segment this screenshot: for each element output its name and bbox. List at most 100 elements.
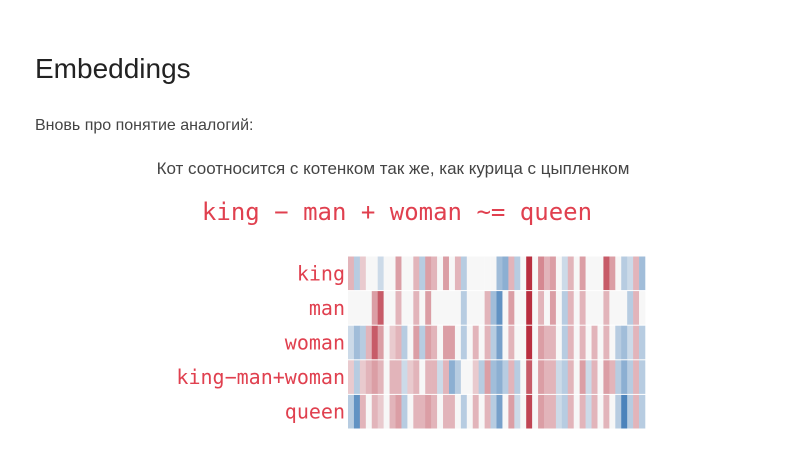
heatmap-cell	[585, 394, 592, 429]
heatmap-cell	[514, 256, 521, 291]
heatmap-cell	[431, 394, 438, 429]
heatmap-cell	[609, 325, 616, 360]
heatmap-cell	[460, 394, 468, 429]
heatmap-cell	[466, 291, 474, 325]
heatmap-cell	[377, 360, 384, 394]
heatmap-cell	[484, 291, 491, 325]
heatmap-cell	[627, 291, 634, 325]
heatmap-cell	[538, 394, 545, 429]
heatmap-cell	[466, 394, 474, 429]
heatmap-cell	[567, 394, 575, 429]
heatmap-cell	[508, 360, 515, 394]
heatmap-cell	[454, 325, 462, 360]
heatmap-cell	[353, 256, 361, 291]
heatmap-cell	[508, 325, 515, 360]
heatmap-cell	[353, 325, 361, 360]
heatmap-cell	[454, 360, 462, 394]
heatmap-cell	[579, 325, 586, 360]
heatmap-cell	[401, 256, 408, 291]
heatmap-cell	[597, 256, 604, 291]
heatmap-cell	[348, 360, 355, 394]
heatmap-cell	[443, 360, 450, 394]
heatmap-cell	[371, 291, 378, 325]
heatmap-cell	[514, 291, 521, 325]
heatmap-cell	[359, 256, 367, 291]
heatmap-cell	[353, 360, 361, 394]
heatmap-cell	[460, 360, 468, 394]
heatmap-cell	[478, 291, 485, 325]
heatmap-cell	[585, 325, 592, 360]
heatmap-cell	[532, 394, 539, 429]
heatmap-cell	[549, 360, 557, 394]
heatmap-cell	[413, 291, 420, 325]
heatmap-cell	[544, 360, 551, 394]
heatmap-cell	[633, 325, 640, 360]
heatmap-cell	[437, 360, 444, 394]
heatmap-cell	[407, 256, 414, 291]
heatmap-cell	[419, 291, 426, 325]
heatmap-cell	[431, 256, 438, 291]
heatmap-cell	[431, 360, 438, 394]
heatmap-cell	[413, 256, 420, 291]
row-label: king	[297, 261, 345, 285]
heatmap-cell	[443, 325, 450, 360]
heatmap-cell	[514, 394, 521, 429]
heatmap-cell	[609, 291, 616, 325]
heatmap-cell	[597, 325, 604, 360]
heatmap-cell	[615, 325, 622, 360]
sentence: Кот соотносится с котенком так же, как к…	[157, 159, 630, 178]
heatmap-cell	[532, 291, 539, 325]
heatmap-cell	[532, 256, 539, 291]
heatmap-cell	[490, 360, 497, 394]
heatmap-cell	[448, 291, 456, 325]
heatmap-cell	[573, 394, 580, 429]
heatmap-cell	[431, 325, 438, 360]
heatmap-cell	[514, 360, 521, 394]
heatmap-cell	[573, 291, 580, 325]
heatmap-cell	[603, 256, 610, 291]
heatmap-cell	[359, 325, 367, 360]
heatmap-cell	[359, 291, 367, 325]
heatmap-cell	[478, 394, 485, 429]
heatmap-cell	[544, 394, 551, 429]
heatmap-cell	[448, 325, 456, 360]
heatmap-cell	[609, 360, 616, 394]
heatmap: king man woman king−man+woman queen	[176, 256, 646, 429]
heatmap-cell	[395, 394, 402, 429]
heatmap-cell	[508, 291, 515, 325]
heatmap-cell	[443, 291, 450, 325]
heatmap-cell	[437, 256, 444, 291]
heatmap-cell	[579, 291, 586, 325]
heatmap-cell	[437, 394, 444, 429]
heatmap-cell	[437, 325, 444, 360]
heatmap-cell	[437, 291, 444, 325]
heatmap-cell	[484, 360, 491, 394]
heatmap-cell	[395, 291, 402, 325]
heatmap-cell	[419, 256, 426, 291]
heatmap-cell	[496, 325, 503, 360]
heatmap-cell	[591, 325, 598, 360]
heatmap-cell	[472, 394, 479, 429]
heatmap-cell	[359, 394, 367, 429]
heatmap-cell	[389, 394, 396, 429]
heatmap-cell	[401, 291, 408, 325]
row-label: queen	[285, 400, 345, 424]
heatmap-cell	[383, 256, 390, 291]
heatmap-cell	[448, 360, 456, 394]
heatmap-cell	[561, 291, 569, 325]
heatmap-cell	[544, 325, 551, 360]
heatmap-cell	[627, 256, 634, 291]
heatmap-cell	[496, 256, 503, 291]
heatmap-cell	[603, 394, 610, 429]
heatmap-cell	[348, 325, 355, 360]
heatmap-cell	[639, 325, 646, 360]
heatmap-cell	[603, 325, 610, 360]
heatmap-cell	[425, 256, 432, 291]
heatmap-cell	[579, 394, 586, 429]
slide-title: Embeddings	[35, 53, 191, 84]
heatmap-cell	[377, 325, 384, 360]
heatmap-cell	[348, 291, 355, 325]
heatmap-cell	[401, 325, 408, 360]
heatmap-cell	[460, 256, 468, 291]
heatmap-cell	[401, 394, 408, 429]
